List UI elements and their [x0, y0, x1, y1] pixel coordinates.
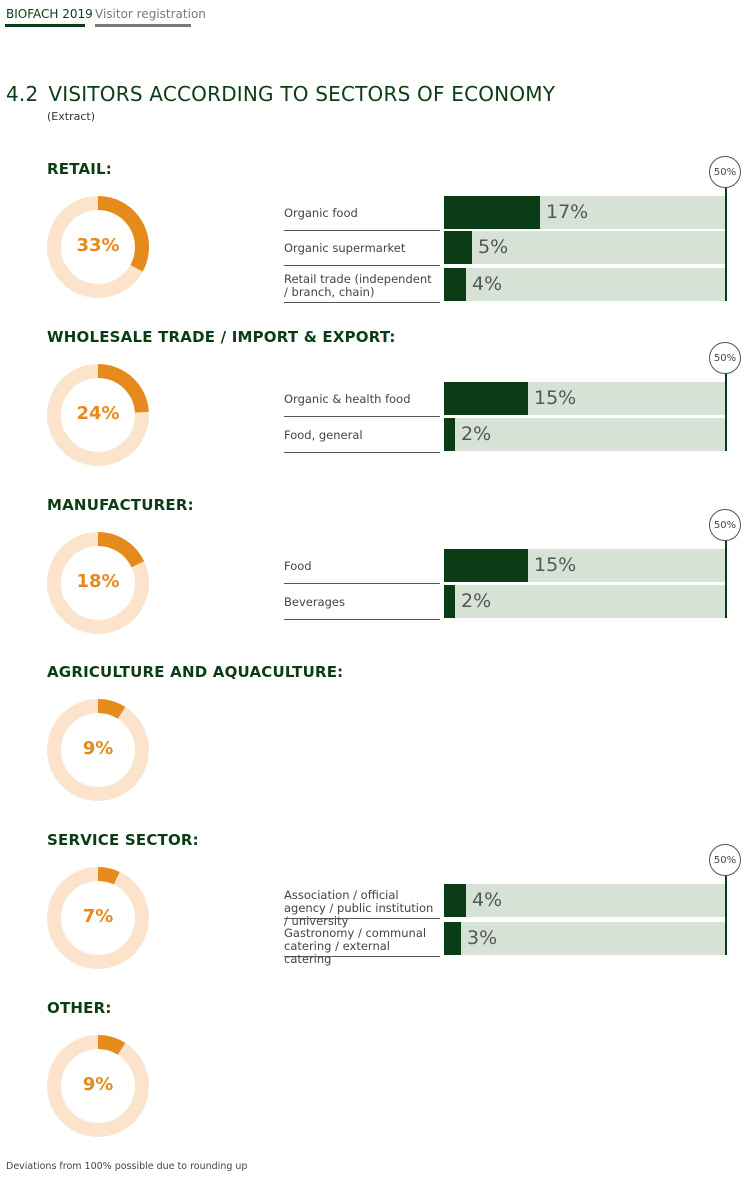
- bar-divider: [284, 918, 440, 919]
- bar-divider: [284, 230, 440, 231]
- reference-line: [725, 172, 727, 301]
- reference-marker: 50%: [709, 844, 741, 876]
- bar-category-label: Organic & health food: [284, 392, 411, 406]
- bar-value-label: 5%: [478, 236, 509, 258]
- section-title: AGRICULTURE AND AQUACULTURE:: [47, 663, 344, 681]
- bar-category-label: Gastronomy / communal catering / externa…: [284, 925, 427, 966]
- donut-value-label: 18%: [76, 571, 120, 592]
- footnote: Deviations from 100% possible due to rou…: [6, 1161, 248, 1172]
- page-subtitle: (Extract): [47, 110, 95, 123]
- donut-chart: [47, 196, 149, 298]
- bar-category-label: Beverages: [284, 595, 345, 609]
- bar-divider: [284, 265, 440, 266]
- bar-value-label: 17%: [546, 201, 589, 223]
- bar-divider: [284, 452, 440, 453]
- bar-divider: [284, 416, 440, 417]
- reference-marker: 50%: [709, 342, 741, 374]
- bar-value-label: 2%: [461, 423, 492, 445]
- bar: [444, 884, 466, 917]
- bar: [444, 418, 455, 451]
- bar-track: [444, 418, 725, 451]
- section-title: MANUFACTURER:: [47, 496, 194, 514]
- bar-divider: [284, 583, 440, 584]
- donut-chart: [47, 1035, 149, 1137]
- bar-divider: [284, 302, 440, 303]
- header-tab-section-underline: [95, 24, 191, 27]
- bar-track: [444, 268, 725, 301]
- donut-slice: [97, 1035, 126, 1055]
- bar: [444, 585, 455, 618]
- donut-value-label: 7%: [82, 906, 114, 927]
- donut-slice: [97, 867, 120, 885]
- reference-line: [725, 358, 727, 451]
- bar-divider: [284, 956, 440, 957]
- reference-line: [725, 860, 727, 955]
- bar: [444, 549, 528, 582]
- bar-category-label: Organic food: [284, 206, 358, 220]
- bar: [444, 922, 461, 955]
- donut-chart: [47, 364, 149, 466]
- reference-marker: 50%: [709, 156, 741, 188]
- header-tab-event[interactable]: BIOFACH 2019: [6, 7, 93, 21]
- bar-category-label: Retail trade (independent / branch, chai…: [284, 271, 432, 299]
- donut-value-label: 24%: [76, 403, 120, 424]
- bar-divider: [284, 619, 440, 620]
- bar-value-label: 4%: [472, 889, 503, 911]
- donut-chart: [47, 867, 149, 969]
- donut-value-label: 9%: [82, 738, 114, 759]
- header-tab-section[interactable]: Visitor registration: [95, 7, 206, 21]
- page-number: 4.2: [6, 82, 39, 106]
- donut-slice: [97, 364, 149, 414]
- header-tab-event-underline: [5, 24, 85, 27]
- bar-track: [444, 231, 725, 264]
- bar-value-label: 4%: [472, 273, 503, 295]
- bar-value-label: 3%: [467, 927, 498, 949]
- bar-value-label: 2%: [461, 590, 492, 612]
- bar: [444, 196, 540, 229]
- bar-category-label: Food: [284, 559, 312, 573]
- donut-chart: [47, 532, 149, 634]
- bar-category-label: Organic supermarket: [284, 241, 406, 255]
- bar-track: [444, 884, 725, 917]
- donut-chart: [47, 699, 149, 801]
- section-title: WHOLESALE TRADE / IMPORT & EXPORT:: [47, 328, 396, 346]
- section-title: OTHER:: [47, 999, 112, 1017]
- bar-track: [444, 585, 725, 618]
- section-title: SERVICE SECTOR:: [47, 831, 199, 849]
- bar: [444, 268, 466, 301]
- donut-value-label: 9%: [82, 1074, 114, 1095]
- section-title: RETAIL:: [47, 160, 113, 178]
- reference-line: [725, 525, 727, 618]
- donut-slice: [97, 532, 145, 568]
- bar-category-label: Food, general: [284, 428, 363, 442]
- bar-track: [444, 922, 725, 955]
- bar: [444, 382, 528, 415]
- bar-category-label: Association / official agency / public i…: [284, 887, 434, 928]
- bar-value-label: 15%: [534, 554, 577, 576]
- donut-slice: [97, 699, 126, 719]
- donut-value-label: 33%: [76, 235, 120, 256]
- page-title-text: VISITORS ACCORDING TO SECTORS OF ECONOMY: [48, 82, 556, 106]
- bar-value-label: 15%: [534, 387, 577, 409]
- reference-marker: 50%: [709, 509, 741, 541]
- donut-slice: [97, 196, 149, 272]
- bar: [444, 231, 472, 264]
- page-title: 4.2 VISITORS ACCORDING TO SECTORS OF ECON…: [6, 82, 555, 106]
